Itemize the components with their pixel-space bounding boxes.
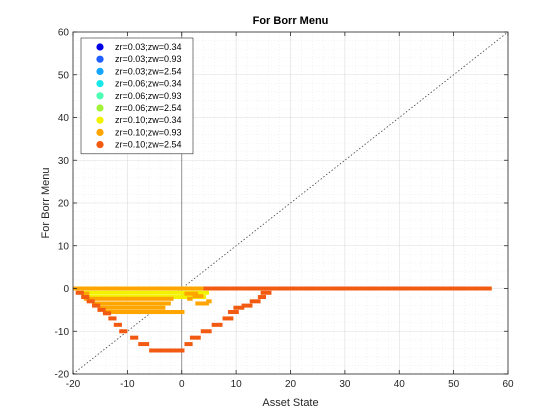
data-segment: [260, 290, 272, 295]
y-tick-label: -10: [55, 327, 70, 338]
data-segment: [97, 305, 166, 310]
x-tick-label: -20: [66, 379, 81, 390]
x-tick-label: 30: [339, 379, 351, 390]
data-segment: [102, 311, 112, 316]
legend-entry: zr=0.10;zw=0.93: [115, 127, 182, 137]
data-segment: [97, 307, 106, 312]
data-segment: [81, 295, 90, 300]
data-marks: [73, 286, 492, 353]
data-segment: [102, 310, 185, 315]
legend-entry: zr=0.06;zw=0.34: [115, 79, 182, 89]
data-segment: [211, 322, 223, 327]
legend-marker: [96, 92, 104, 100]
data-segment: [113, 322, 122, 327]
x-tick-label: 20: [285, 379, 297, 390]
data-segment: [222, 316, 234, 321]
data-segment: [195, 301, 209, 306]
legend-entry: zr=0.03;zw=2.54: [115, 66, 182, 76]
y-tick-label: -20: [55, 370, 70, 381]
x-tick-label: 40: [394, 379, 406, 390]
y-axis-label: For Borr Menu: [40, 168, 52, 239]
data-segment: [233, 305, 245, 310]
y-tick-label: 50: [58, 70, 70, 81]
x-tick-label: -10: [120, 379, 135, 390]
data-segment: [206, 299, 212, 304]
y-tick-label: 40: [58, 113, 70, 124]
y-tick-label: 0: [63, 284, 69, 295]
data-segment: [184, 291, 199, 296]
data-segment: [92, 301, 171, 306]
data-segment: [184, 342, 193, 347]
data-segment: [83, 296, 174, 301]
ticks: -20 -10 0 10 20 30 40 50 60 -20 -10 0 10 20 30 40 50 60: [55, 28, 514, 391]
data-segment: [187, 296, 193, 301]
data-segment: [92, 303, 101, 308]
legend-marker: [96, 104, 104, 112]
legend-entry: zr=0.10;zw=2.54: [115, 140, 182, 150]
data-segment: [200, 329, 212, 334]
data-segment: [203, 286, 492, 291]
data-segment: [149, 348, 185, 353]
legend-entry: zr=0.06;zw=2.54: [115, 103, 182, 113]
x-axis-label: Asset State: [262, 397, 318, 409]
data-segment: [130, 335, 139, 340]
legend-entry: zr=0.03;zw=0.34: [115, 42, 182, 52]
legend-entry: zr=0.10;zw=0.34: [115, 115, 182, 125]
data-segment: [257, 295, 267, 300]
data-segment: [241, 303, 253, 308]
legend-entry: zr=0.06;zw=0.93: [115, 91, 182, 101]
y-tick-label: 10: [58, 241, 70, 252]
legend: zr=0.03;zw=0.34 zr=0.03;zw=0.93 zr=0.03;zw…: [80, 37, 194, 155]
y-tick-label: 30: [58, 156, 70, 167]
data-segment: [75, 290, 84, 295]
chart-title: For Borr Menu: [253, 15, 329, 27]
data-segment: [81, 291, 90, 296]
legend-marker: [96, 67, 104, 75]
data-segment: [119, 329, 128, 334]
legend-marker: [96, 80, 104, 88]
data-segment: [249, 299, 261, 304]
data-segment: [227, 310, 239, 315]
legend-marker: [96, 55, 104, 63]
legend-marker: [96, 116, 104, 124]
data-segment: [86, 299, 95, 304]
reference-diagonal: [72, 31, 509, 375]
legend-entry: zr=0.03;zw=0.93: [115, 54, 182, 64]
data-segment: [138, 342, 150, 347]
data-segment: [108, 316, 117, 321]
data-segment: [81, 290, 209, 295]
y-tick-label: 60: [58, 28, 70, 39]
legend-marker: [96, 43, 104, 51]
x-tick-label: 50: [448, 379, 460, 390]
legend-marker: [96, 128, 104, 136]
series-8: [75, 286, 492, 353]
data-segment: [192, 294, 204, 299]
x-tick-label: 0: [179, 379, 185, 390]
x-tick-label: 10: [231, 379, 243, 390]
legend-marker: [96, 141, 104, 149]
y-tick-label: 20: [58, 199, 70, 210]
data-segment: [189, 335, 201, 340]
x-tick-label: 60: [502, 379, 514, 390]
